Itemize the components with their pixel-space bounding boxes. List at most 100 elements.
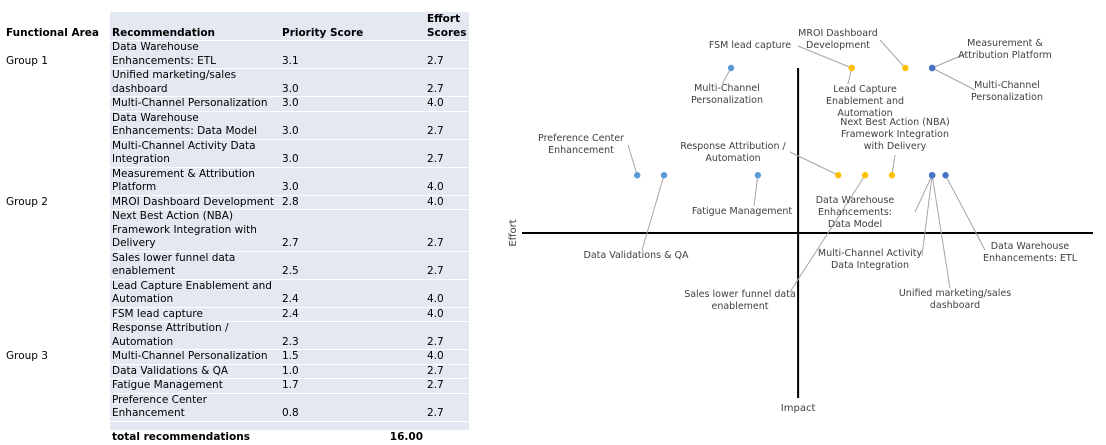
- score: 1.0: [280, 364, 425, 379]
- table-row: Group 1 Data Warehouse Enhancements: ETL 3…: [4, 40, 469, 69]
- data-point: [902, 64, 909, 72]
- chart: Impact Effort: [508, 39, 1093, 414]
- score: 4.0: [425, 96, 469, 112]
- table-row: Response Attribution / Automation 2.3 2.7: [4, 321, 469, 350]
- data-point: [727, 64, 735, 72]
- data-point: [848, 64, 855, 72]
- score: 2.8: [280, 195, 425, 210]
- leader-line: [914, 175, 933, 213]
- table-row: Multi-Channel Personalization 3.0 4.0: [4, 96, 469, 112]
- recommendation: MROI Dashboard Development: [110, 195, 280, 210]
- point-label: Preference Center Enhancement: [538, 133, 624, 156]
- score: 2.7: [425, 139, 469, 168]
- leader-line: [921, 175, 933, 257]
- header-row: Functional Area Recommendation Priority Sc…: [4, 12, 469, 41]
- recommendation: Multi-Channel Personalization: [110, 96, 280, 112]
- score: 4.0: [425, 307, 469, 322]
- point-label: Multi-Channel Activity Data Integration: [817, 248, 923, 271]
- functional-area: [4, 139, 110, 168]
- functional-area: [4, 209, 110, 252]
- point-label: Data Warehouse Enhancements: Data Model: [815, 195, 895, 230]
- table-row: Multi-Channel Activity Data Integration 3…: [4, 139, 469, 168]
- empty-cell: [4, 421, 110, 431]
- point-label: Fatigue Management: [691, 206, 793, 217]
- table-row: Next Best Action (NBA) Framework Integra…: [4, 209, 469, 252]
- score: 2.7: [425, 321, 469, 350]
- recommendation: Sales lower funnel data enablement: [110, 251, 280, 280]
- score: 2.7: [425, 40, 469, 69]
- table-row: FSM lead capture 2.4 4.0: [4, 307, 469, 322]
- recommendation: Data Warehouse Enhancements: ETL: [110, 40, 280, 69]
- functional-area: [4, 167, 110, 196]
- score: 3.0: [280, 167, 425, 196]
- recommendation: Unified marketing/sales dashboard: [110, 68, 280, 97]
- score: 2.7: [425, 68, 469, 97]
- score: 2.7: [425, 111, 469, 140]
- leader-line: [879, 39, 906, 69]
- functional-area: [4, 307, 110, 322]
- y-axis-title: Effort: [508, 219, 519, 246]
- score: 3.0: [280, 139, 425, 168]
- leader-line: [627, 144, 638, 176]
- column-header: Priority Score: [280, 12, 425, 41]
- point-label: Lead Capture Enablement and Automation: [825, 84, 905, 119]
- score: 1.5: [280, 349, 425, 365]
- leader-line: [931, 67, 976, 91]
- point-label: MROI Dashboard Development: [798, 28, 878, 51]
- point-label: Multi-Channel Personalization: [690, 83, 764, 106]
- score: 3.0: [280, 68, 425, 97]
- functional-area: [4, 68, 110, 97]
- score: 2.7: [425, 209, 469, 252]
- leader-line: [945, 175, 986, 251]
- total-label: total recommendations: [110, 430, 280, 445]
- score: 3.1: [280, 40, 425, 69]
- data-point: [835, 172, 842, 179]
- leader-line: [789, 151, 839, 176]
- empty-cell: [425, 421, 469, 431]
- leader-line: [797, 45, 852, 69]
- table-row: Fatigue Management 1.7 2.7: [4, 378, 469, 394]
- leader-line: [789, 174, 866, 293]
- data-point: [928, 172, 936, 179]
- table-row: Data Warehouse Enhancements: Data Model 3…: [4, 111, 469, 140]
- leader-line: [753, 175, 759, 207]
- point-label: Unified marketing/sales dashboard: [898, 288, 1012, 311]
- score: 3.0: [280, 111, 425, 140]
- functional-area: Group 1: [4, 40, 110, 69]
- point-label: Sales lower funnel data enablement: [684, 289, 796, 312]
- empty-cell: [425, 430, 469, 445]
- data-point: [861, 172, 869, 179]
- recommendation: Multi-Channel Personalization: [110, 349, 280, 365]
- functional-area: Group 3: [4, 349, 110, 365]
- recommendation: FSM lead capture: [110, 307, 280, 322]
- empty-cell: [4, 430, 110, 445]
- leader-line: [641, 175, 665, 251]
- functional-area: [4, 321, 110, 350]
- point-label: Measurement & Attribution Platform: [958, 38, 1052, 61]
- empty-cell: [110, 421, 280, 431]
- data-point: [634, 172, 641, 179]
- functional-area: Group 2: [4, 195, 110, 210]
- score: 2.7: [425, 251, 469, 280]
- page: Functional Area Recommendation Priority Sc…: [4, 12, 1093, 445]
- data-point: [660, 172, 668, 179]
- recommendation: Fatigue Management: [110, 378, 280, 394]
- recommendation: Measurement & Attribution Platform: [110, 167, 280, 196]
- score: 1.7: [280, 378, 425, 394]
- score: 4.0: [425, 195, 469, 210]
- score: 4.0: [425, 167, 469, 196]
- point-label: Data Validations & QA: [583, 250, 689, 261]
- empty-cell: [280, 421, 425, 431]
- table-row: Sales lower funnel data enablement 2.5 2.7: [4, 251, 469, 280]
- score: 2.7: [425, 378, 469, 394]
- functional-area: [4, 279, 110, 308]
- score: 2.3: [280, 321, 425, 350]
- recommendation: Response Attribution / Automation: [110, 321, 280, 350]
- blank-row: [4, 421, 469, 431]
- functional-area: [4, 251, 110, 280]
- point-label: Multi-Channel Personalization: [970, 80, 1044, 103]
- score: 2.7: [280, 209, 425, 252]
- column-header: Recommendation: [110, 12, 280, 41]
- table-row: Lead Capture Enablement and Automation 2.…: [4, 279, 469, 308]
- score: 4.0: [425, 349, 469, 365]
